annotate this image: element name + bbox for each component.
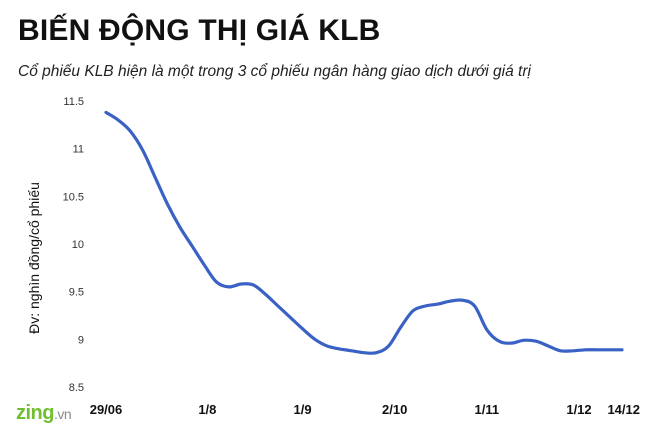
chart-subtitle: Cổ phiếu KLB hiện là một trong 3 cổ phiế… (18, 63, 531, 80)
y-tick-label: 10 (72, 239, 84, 251)
x-tick-label: 1/11 (475, 402, 500, 417)
y-tick-label: 8.5 (69, 382, 84, 394)
zing-logo: zing.vn (16, 402, 72, 425)
series-line-klb (104, 110, 624, 355)
x-tick-label: 1/12 (566, 402, 591, 417)
y-tick-label: 9 (78, 334, 84, 346)
logo-text: zing (16, 402, 55, 424)
y-axis-ticks: 11.5 11 10.5 10 9.5 9 8.5 (63, 96, 84, 394)
y-tick-label: 10.5 (63, 191, 84, 203)
y-tick-label: 9.5 (69, 287, 84, 299)
y-tick-label: 11.5 (63, 96, 84, 108)
x-tick-label: 1/8 (198, 402, 216, 417)
y-tick-label: 11 (73, 144, 84, 156)
x-axis-ticks: 29/06 1/8 1/9 2/10 1/11 1/12 14/12 (90, 402, 640, 417)
logo-suffix: .vn (54, 406, 72, 422)
x-tick-label: 2/10 (382, 402, 407, 417)
x-tick-label: 14/12 (607, 402, 640, 417)
chart-title: BIẾN ĐỘNG THỊ GIÁ KLB (18, 14, 381, 47)
x-tick-label: 29/06 (90, 402, 123, 417)
y-axis-label: Đv: nghìn đồng/cổ phiếu (26, 182, 42, 334)
x-tick-label: 1/9 (294, 402, 312, 417)
